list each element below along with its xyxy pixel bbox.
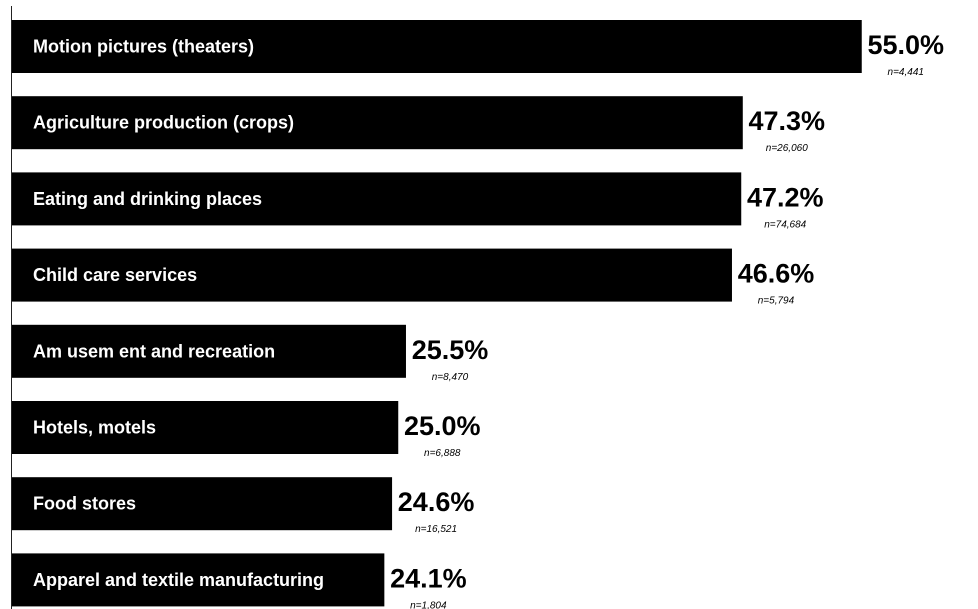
bar (12, 96, 743, 150)
value-label: 47.2% (747, 182, 824, 212)
bar-category-label: Child care services (33, 265, 197, 285)
sample-size-label: n=26,060 (766, 143, 808, 154)
bar (12, 20, 862, 73)
bar-category-label: Motion pictures (theaters) (33, 37, 254, 57)
sample-size-label: n=6,888 (424, 448, 461, 459)
value-label: 55.0% (867, 30, 944, 60)
bar (12, 172, 742, 226)
bars-group: Motion pictures (theaters) 55.0% n=4,441 Ag… (12, 20, 944, 609)
bar (12, 248, 732, 302)
sample-size-label: n=8,470 (432, 372, 469, 383)
bar-category-label: Food stores (33, 494, 136, 514)
value-label: 24.6% (398, 487, 475, 517)
sample-size-label: n=16,521 (415, 524, 457, 535)
bar (12, 324, 406, 378)
value-label: 25.0% (404, 411, 481, 441)
bar-category-label: Apparel and textile manufacturing (33, 570, 324, 590)
bar (12, 401, 399, 454)
value-label: 47.3% (749, 106, 826, 136)
value-label: 24.1% (390, 563, 467, 593)
sample-size-label: n=5,794 (758, 296, 795, 307)
value-label: 46.6% (738, 259, 815, 289)
sample-size-label: n=74,684 (764, 219, 806, 230)
value-label: 25.5% (412, 335, 489, 365)
bar-category-label: Hotels, motels (33, 418, 156, 438)
bar-category-label: Am usem ent and recreation (33, 341, 275, 361)
bar (12, 553, 385, 607)
bar-category-label: Agriculture production (crops) (33, 113, 294, 133)
sample-size-label: n=1,804 (410, 600, 447, 609)
bar-category-label: Eating and drinking places (33, 189, 262, 209)
bar (12, 477, 393, 531)
sample-size-label: n=4,441 (888, 67, 924, 78)
